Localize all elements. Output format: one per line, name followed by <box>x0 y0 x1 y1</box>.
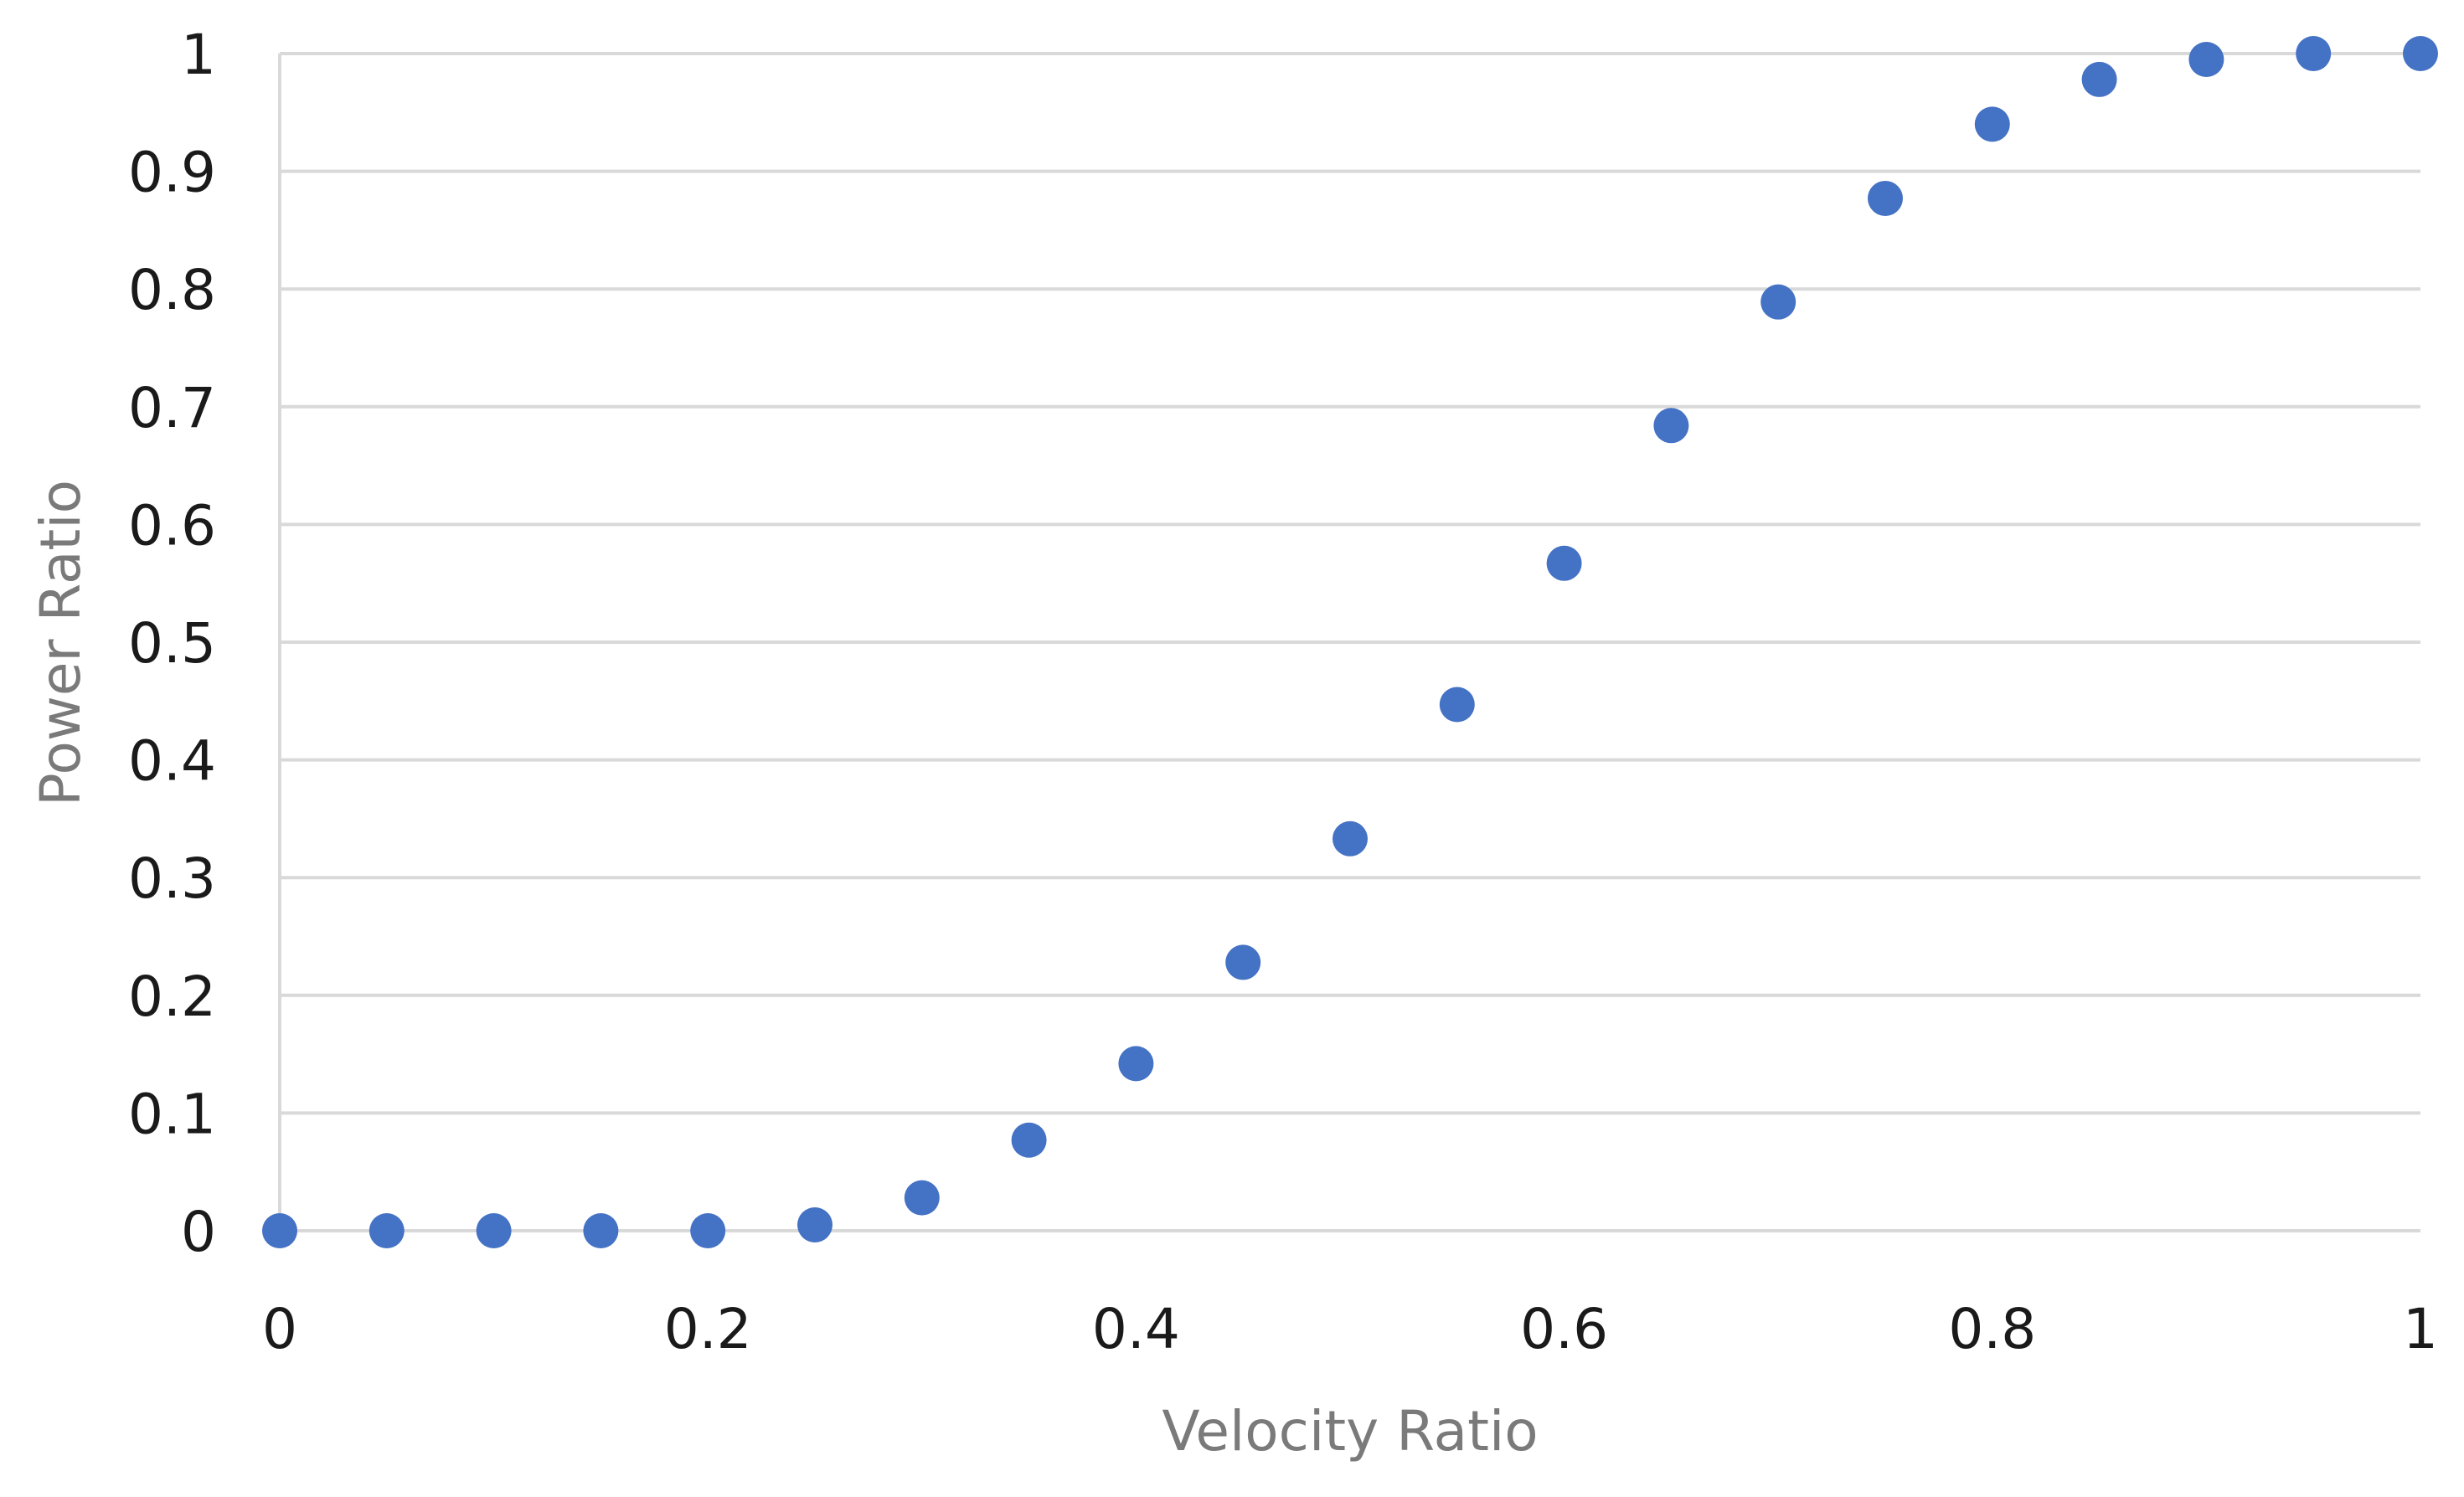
y-tick-label: 0.7 <box>128 376 216 440</box>
data-point <box>2296 36 2332 71</box>
data-point <box>690 1213 726 1248</box>
data-point <box>797 1206 833 1242</box>
y-tick-label: 0.8 <box>128 258 216 322</box>
data-point <box>1118 1046 1154 1082</box>
x-tick-label: 0.4 <box>1092 1297 1180 1361</box>
y-tick-label: 0.2 <box>128 965 216 1029</box>
y-tick-label: 0.5 <box>128 611 216 676</box>
y-tick-label: 0.9 <box>128 141 216 205</box>
data-point <box>369 1213 405 1248</box>
x-axis-title: Velocity Ratio <box>1162 1399 1538 1464</box>
data-point <box>1974 106 2010 142</box>
y-tick-label: 0.4 <box>128 729 216 794</box>
data-point <box>1439 687 1475 723</box>
x-tick-labels: 0 0.2 0.4 0.6 0.8 1 <box>262 1297 2438 1361</box>
data-point <box>1011 1122 1047 1158</box>
gridlines <box>280 52 2420 1232</box>
data-point <box>476 1213 512 1248</box>
data-point <box>2188 42 2224 78</box>
data-point <box>262 1213 297 1248</box>
data-point <box>904 1180 940 1216</box>
data-point <box>583 1213 619 1248</box>
x-tick-label: 0 <box>262 1297 297 1361</box>
data-point <box>1546 545 1582 581</box>
x-tick-label: 0.6 <box>1520 1297 1608 1361</box>
y-tick-label: 0.3 <box>128 846 216 911</box>
y-axis-title: Power Ratio <box>28 480 93 806</box>
data-point <box>2403 36 2438 71</box>
data-point <box>1653 408 1689 444</box>
y-tick-label: 1 <box>181 23 216 87</box>
data-point <box>1333 821 1368 857</box>
y-tick-label: 0.1 <box>128 1082 216 1146</box>
y-tick-labels: 0 0.1 0.2 0.3 0.4 0.5 0.6 0.7 0.8 0.9 1 <box>128 23 216 1264</box>
x-tick-label: 0.2 <box>664 1297 752 1361</box>
data-point <box>2081 61 2117 97</box>
y-tick-label: 0 <box>181 1200 216 1264</box>
data-point <box>1760 284 1796 320</box>
y-tick-label: 0.6 <box>128 493 216 558</box>
x-tick-label: 0.8 <box>1948 1297 2036 1361</box>
data-point <box>1868 180 1903 216</box>
x-tick-label: 1 <box>2403 1297 2438 1361</box>
data-points <box>262 36 2438 1248</box>
data-point <box>1225 944 1261 980</box>
